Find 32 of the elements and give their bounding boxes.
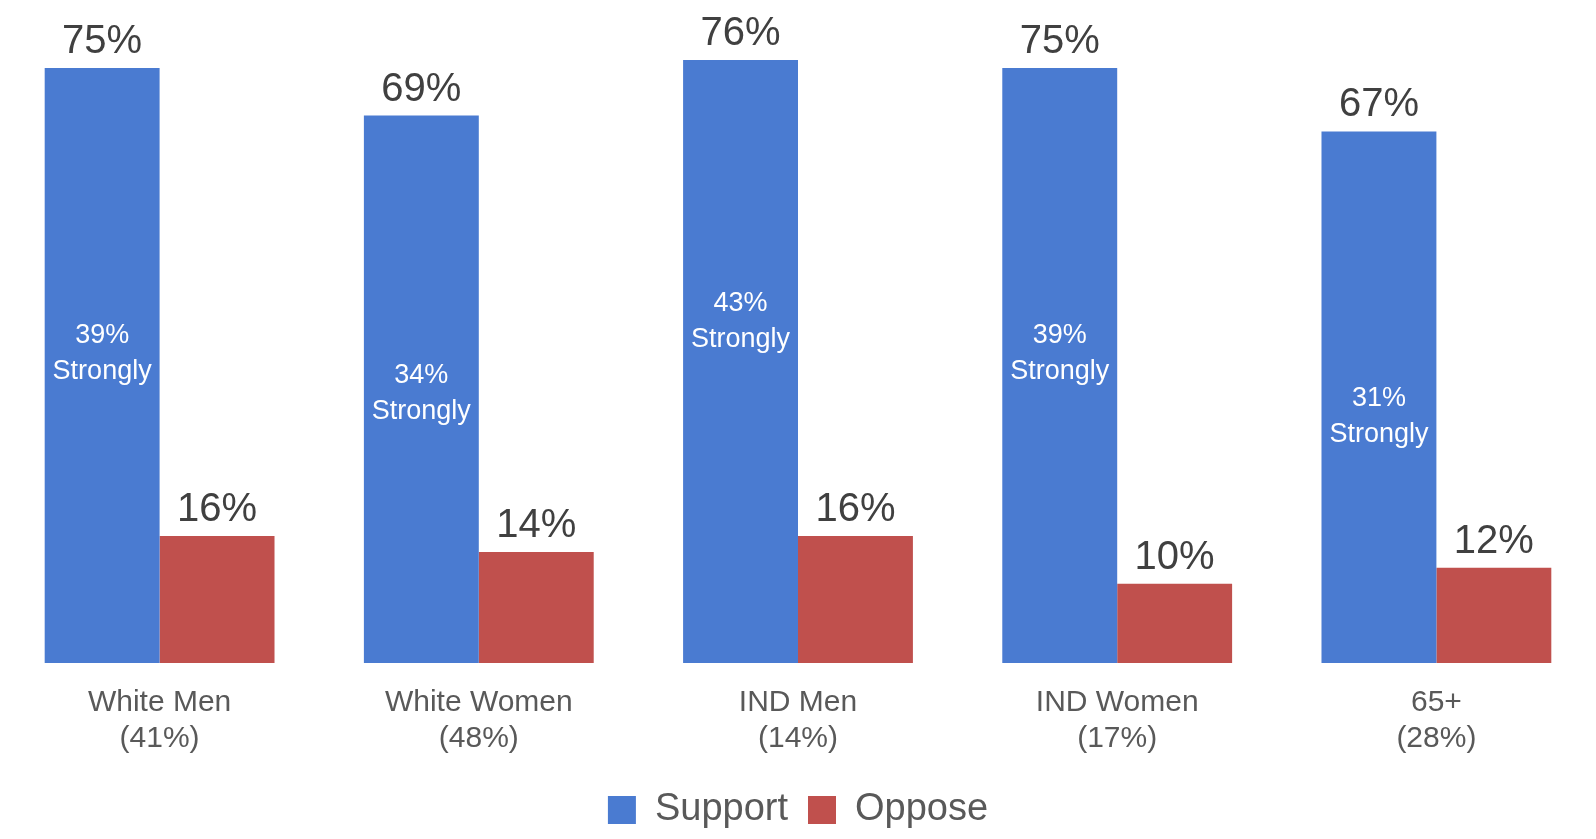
data-label: 75% xyxy=(62,16,143,61)
data-label: 69% xyxy=(381,64,462,109)
legend-label: Support xyxy=(654,786,789,829)
bar xyxy=(683,60,798,663)
annotation: 43% Strongly xyxy=(691,287,791,354)
bar xyxy=(159,536,275,663)
bar xyxy=(1321,131,1437,663)
data-label: 16% xyxy=(177,485,258,530)
bar xyxy=(1436,567,1552,663)
x-tick-label: IND Men (14%) xyxy=(738,684,858,754)
data-label: 16% xyxy=(815,485,896,530)
annotation: 34% Strongly xyxy=(371,358,472,425)
x-tick-label: IND Women (17%) xyxy=(1035,684,1199,754)
data-label: 75% xyxy=(1019,16,1100,61)
annotation: 39% Strongly xyxy=(52,319,153,386)
annotation: 31% Strongly xyxy=(1329,382,1429,449)
bar xyxy=(44,67,160,663)
data-label: 14% xyxy=(496,500,577,545)
x-tick-label: White Men (41%) xyxy=(87,684,232,754)
bar xyxy=(1002,67,1118,663)
bar xyxy=(478,551,594,663)
bar xyxy=(363,115,479,663)
x-tick-label: 65+ (28%) xyxy=(1396,684,1477,754)
data-label: 10% xyxy=(1134,532,1215,577)
data-label: 76% xyxy=(700,9,781,54)
bar xyxy=(798,536,913,663)
data-label: 67% xyxy=(1338,80,1419,125)
bar xyxy=(1117,583,1233,663)
x-tick-label: White Women (48%) xyxy=(384,684,573,754)
legend-label: Oppose xyxy=(855,786,989,829)
annotation: 39% Strongly xyxy=(1010,319,1110,386)
data-label: 12% xyxy=(1453,516,1534,561)
